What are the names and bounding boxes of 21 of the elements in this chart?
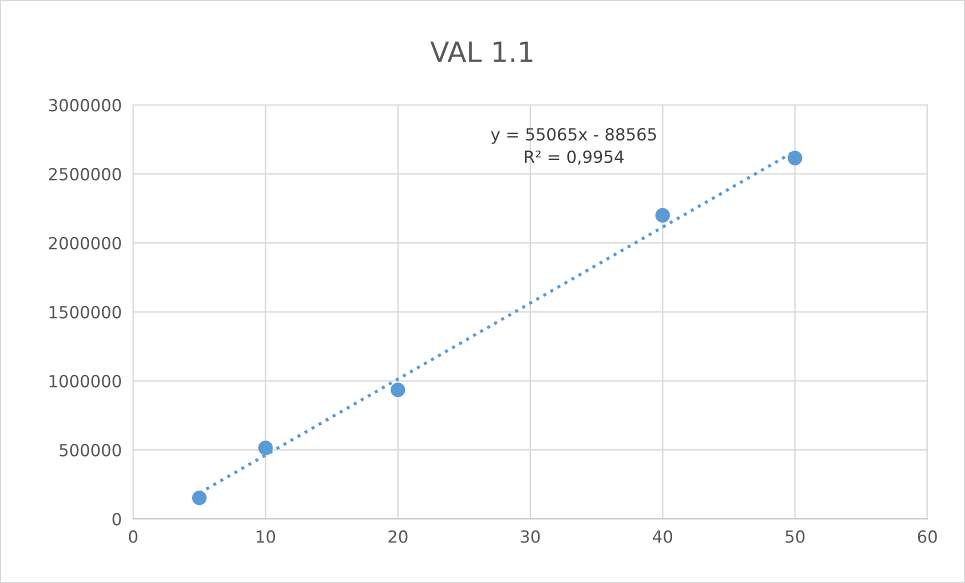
x-tick-label: 10	[256, 530, 276, 543]
x-tick-label: 60	[918, 530, 937, 543]
x-tick-label: 30	[520, 530, 540, 543]
chart-title: VAL 1.1	[430, 42, 532, 62]
x-tick-label: 50	[786, 530, 804, 543]
y-tick-label: 2500000	[49, 168, 121, 180]
x-tick-label: 20	[388, 530, 408, 543]
point	[192, 490, 207, 506]
y-tick-label: 2000000	[49, 236, 121, 250]
point	[258, 440, 273, 456]
y-tick-label: 1500000	[50, 306, 121, 318]
point	[390, 382, 406, 398]
x-tick-label: 40	[652, 530, 672, 543]
y-tick-label: 500000	[60, 444, 121, 456]
y-tick-label: 0	[112, 512, 121, 526]
annotation: y = 55065x - 88565 R² = 0,9954	[490, 128, 656, 165]
point	[655, 208, 670, 223]
y-tick-label: 1000000	[50, 374, 121, 388]
y-tick-label: 3000000	[49, 98, 121, 112]
point	[788, 150, 802, 166]
x-tick-label: 0	[128, 530, 138, 543]
